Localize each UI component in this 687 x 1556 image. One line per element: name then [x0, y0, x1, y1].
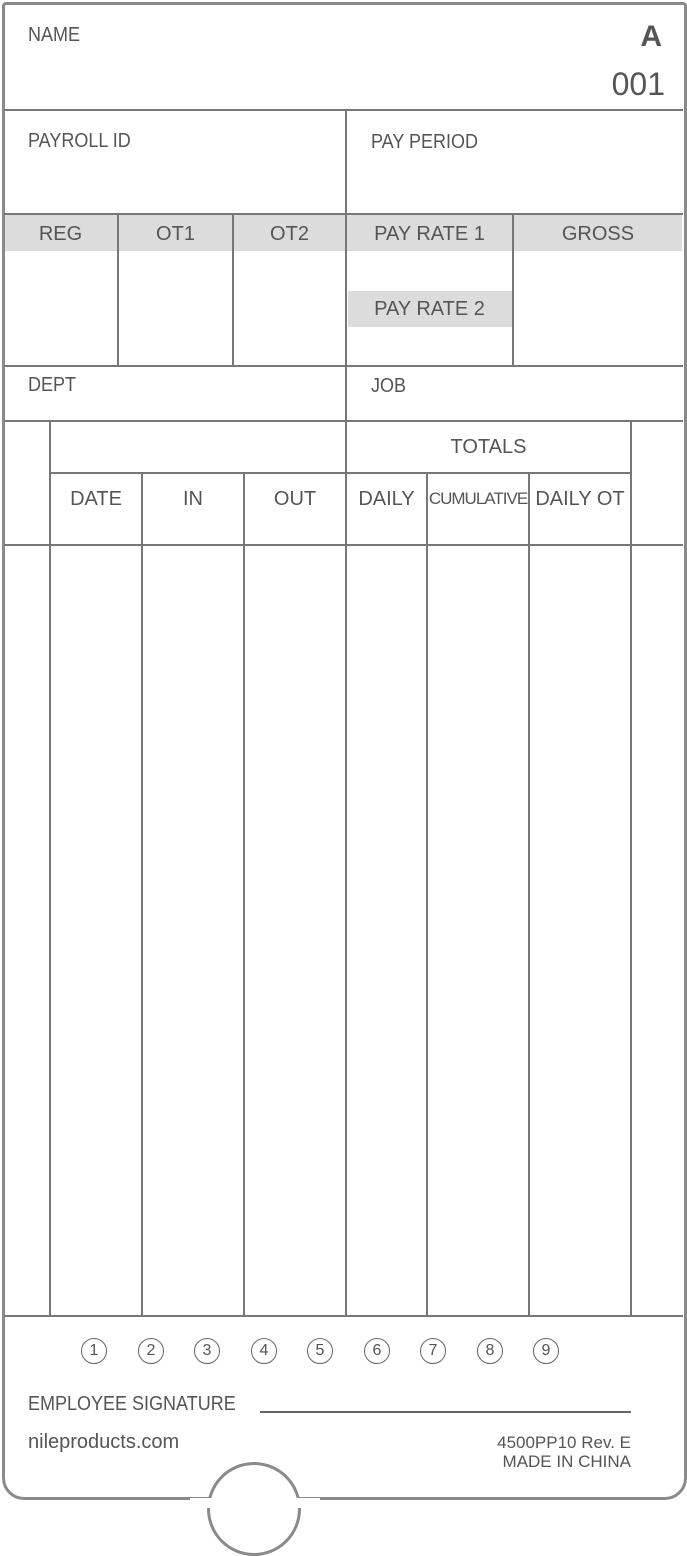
divider — [141, 473, 143, 1316]
signature-line[interactable] — [260, 1411, 631, 1413]
ot1-label: OT1 — [156, 223, 195, 245]
divider — [630, 421, 632, 1316]
reg-label: REG — [38, 223, 83, 245]
divider — [4, 109, 683, 111]
ot2-label: OT2 — [270, 223, 309, 245]
divider — [117, 214, 119, 366]
payroll-id-label: PAYROLL ID — [28, 130, 131, 152]
divider — [426, 473, 428, 1316]
column-daily-ot: DAILY OT — [535, 488, 625, 510]
day-marker-7: 7 — [420, 1338, 446, 1364]
pay-rate-2-label: PAY RATE 2 — [374, 298, 485, 320]
divider — [4, 1315, 683, 1317]
column-daily: DAILY — [358, 488, 415, 510]
pay-rate-1-label: PAY RATE 1 — [374, 223, 485, 245]
divider — [4, 213, 683, 215]
divider — [528, 473, 530, 1316]
day-marker-4: 4 — [251, 1338, 277, 1364]
card-number: 001 — [611, 66, 665, 102]
pay-period-label: PAY PERIOD — [371, 131, 479, 153]
totals-label: TOTALS — [450, 436, 527, 458]
card-notch — [207, 1462, 301, 1556]
name-label: NAME — [28, 24, 81, 46]
signature-label: EMPLOYEE SIGNATURE — [28, 1393, 236, 1415]
day-marker-3: 3 — [194, 1338, 220, 1364]
day-marker-9: 9 — [533, 1338, 559, 1364]
pay-rate-2-band — [348, 291, 512, 327]
column-in: IN — [183, 488, 203, 510]
form-info: 4500PP10 Rev. E MADE IN CHINA — [497, 1433, 631, 1471]
divider — [345, 110, 347, 1316]
column-date: DATE — [70, 488, 122, 510]
gross-label: GROSS — [561, 223, 635, 245]
day-marker-1: 1 — [81, 1338, 107, 1364]
divider — [4, 365, 683, 367]
column-cumulative: CUMULATIVE — [428, 489, 528, 508]
divider — [50, 472, 631, 474]
column-out: OUT — [273, 488, 317, 510]
day-marker-5: 5 — [307, 1338, 333, 1364]
form-code: 4500PP10 Rev. E — [497, 1433, 631, 1452]
website: nileproducts.com — [28, 1431, 180, 1453]
day-marker-8: 8 — [477, 1338, 503, 1364]
divider — [4, 544, 683, 546]
divider — [49, 421, 51, 1316]
day-marker-6: 6 — [364, 1338, 390, 1364]
card-letter: A — [640, 20, 662, 53]
divider — [512, 214, 514, 366]
divider — [4, 420, 683, 422]
job-label: JOB — [371, 375, 407, 397]
dept-label: DEPT — [28, 374, 77, 396]
divider — [232, 214, 234, 366]
day-marker-2: 2 — [138, 1338, 164, 1364]
divider — [243, 473, 245, 1316]
time-card — [2, 2, 687, 1500]
origin: MADE IN CHINA — [502, 1452, 631, 1471]
